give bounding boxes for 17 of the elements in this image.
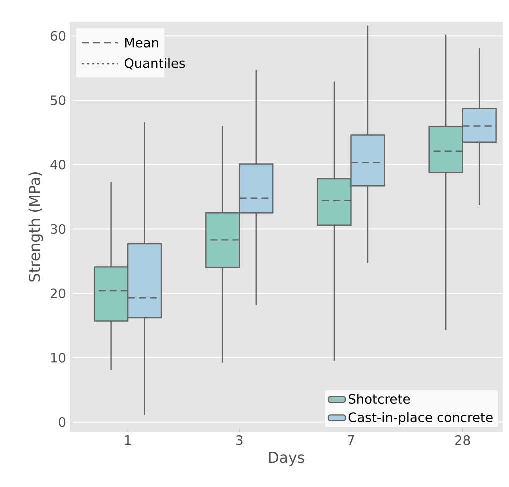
y-tick-label: 20 — [50, 288, 66, 299]
y-tick-label: 60 — [50, 31, 66, 42]
y-tick-label: 50 — [51, 96, 66, 106]
x-axis-title: Days — [269, 452, 304, 466]
legend-label: Cast-in-place concrete — [348, 412, 493, 425]
y-tick-label: 30 — [50, 224, 66, 234]
y-tick-label: 0 — [59, 417, 66, 428]
x-tick-label: 3 — [236, 436, 243, 446]
legend-label: Shotcrete — [349, 394, 410, 404]
annotation: Quantiles — [124, 58, 186, 70]
x-tick-label: 7 — [348, 436, 354, 445]
y-tick-label: 40 — [50, 160, 66, 170]
x-tick-label: 28 — [456, 436, 470, 446]
y-tick-label: 10 — [51, 353, 66, 363]
annotation: Mean — [125, 38, 158, 48]
x-tick-label: 1 — [125, 436, 131, 445]
y-axis-title: Strength (MPa) — [28, 172, 44, 282]
